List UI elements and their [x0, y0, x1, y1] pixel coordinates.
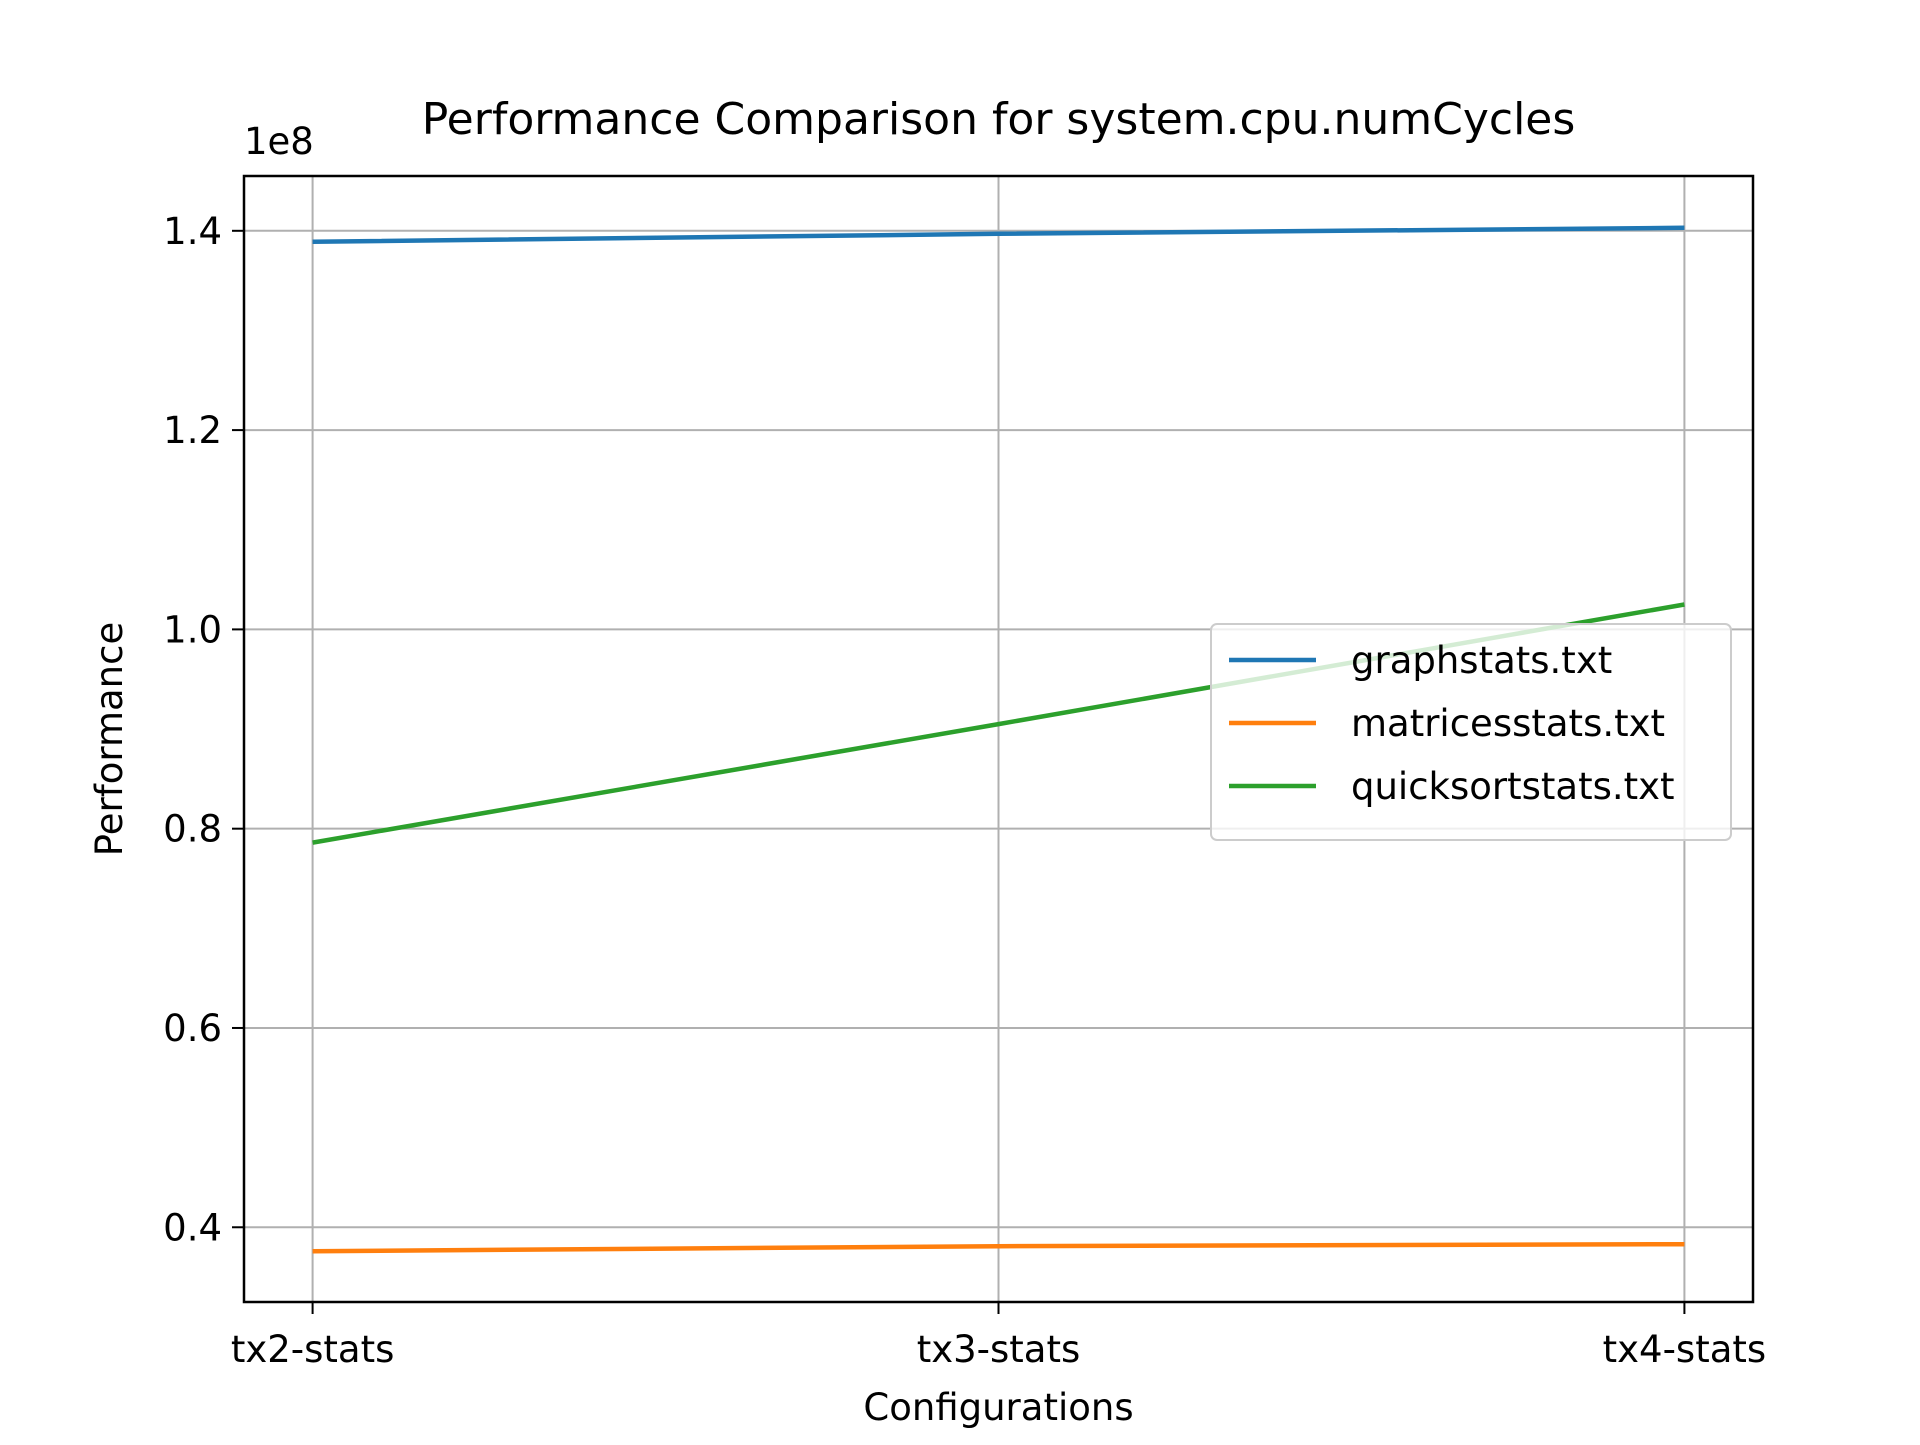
- series-line-graphstats: [312, 225, 1685, 245]
- y-tick-label: 1.0: [163, 608, 222, 651]
- y-tick-label: 1.2: [163, 409, 222, 452]
- x-tick-label: tx2-stats: [231, 1328, 395, 1371]
- series-line-matricesstats: [312, 1241, 1685, 1254]
- legend-entry-label: quicksortstats.txt: [1351, 765, 1675, 808]
- y-tick-label: 0.4: [163, 1206, 222, 1249]
- legend-entry-label: graphstats.txt: [1351, 639, 1612, 682]
- x-tick-label: tx4-stats: [1603, 1328, 1767, 1371]
- x-tick-label: tx3-stats: [917, 1328, 1081, 1371]
- legend-box: [1210, 623, 1732, 841]
- y-tick-label: 0.8: [163, 808, 222, 851]
- legend: graphstats.txt matricesstats.txt quicksort…: [1210, 623, 1732, 841]
- y-tick-label: 1.4: [163, 210, 222, 253]
- y-axis-offset-label: 1e8: [244, 120, 314, 163]
- axis-ticks: tx2-stats tx3-stats tx4-stats 0.4 0.6 0.8 1.0 1…: [163, 210, 1766, 1371]
- y-tick-label: 0.6: [163, 1007, 222, 1050]
- chart-title: Performance Comparison for system.cpu.nu…: [422, 94, 1576, 145]
- x-axis-label: Configurations: [863, 1386, 1133, 1429]
- y-axis-label: Performance: [88, 622, 131, 856]
- legend-entry-label: matricesstats.txt: [1351, 702, 1665, 745]
